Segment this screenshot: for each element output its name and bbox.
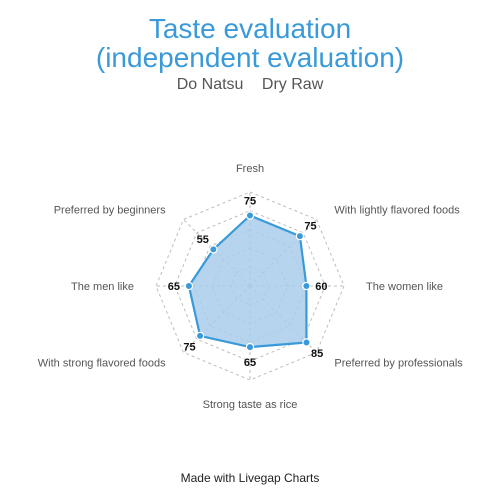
radar-category-label-3: The women like — [366, 281, 443, 293]
radar-labels: 75 75 60 85 65 75 65 55 Fresh With lightly flavor… — [38, 163, 463, 411]
subtitle-product-type: Dry Raw — [261, 76, 324, 93]
radar-category-label-8: Preferred by beginners — [54, 205, 166, 217]
radar-point-8 — [209, 245, 218, 254]
radar-category-label-6: With strong flavored foods — [38, 357, 166, 369]
radar-spoke-6 — [183, 285, 251, 353]
radar-point-1 — [245, 211, 255, 220]
radar-value-label-7: 65 — [168, 281, 180, 293]
radar-point-2 — [295, 231, 305, 241]
radar-value-label-6: 75 — [183, 342, 195, 354]
radar-spoke-8 — [183, 219, 251, 287]
radar-value-label-3: 60 — [315, 281, 327, 293]
radar-category-label-1: Fresh — [236, 163, 264, 175]
radar-value-label-2: 75 — [304, 221, 316, 233]
radar-value-label-1: 75 — [244, 196, 256, 208]
chart-title-line-2: (independent evaluation) — [95, 42, 405, 73]
chart-title-line-1: Taste evaluation — [148, 13, 352, 44]
chart-credit: Made with Livegap Charts — [180, 471, 320, 485]
radar-point-4 — [302, 338, 311, 347]
radar-value-label-5: 65 — [244, 357, 256, 369]
chart-title: Taste evaluation (independent evaluation… — [0, 14, 500, 72]
radar-category-label-5: Strong taste as rice — [203, 399, 298, 411]
radar-value-label-8: 55 — [197, 234, 209, 246]
radar-spoke-2 — [249, 219, 317, 287]
radar-point-7 — [184, 281, 194, 291]
radar-grid-ring-4 — [174, 210, 326, 362]
radar-point-5 — [245, 342, 255, 352]
radar-series — [184, 211, 311, 352]
chart-subtitle: Do Natsu Dry Raw — [0, 76, 500, 94]
radar-category-label-2: With lightly flavored foods — [334, 205, 460, 217]
subtitle-product-name: Do Natsu — [176, 76, 244, 93]
radar-point-3 — [302, 281, 311, 291]
radar-category-label-4: Preferred by professionals — [334, 357, 463, 369]
radar-category-label-7: The men like — [71, 281, 134, 293]
radar-point-6 — [195, 331, 205, 341]
radar-value-label-4: 85 — [311, 348, 323, 360]
